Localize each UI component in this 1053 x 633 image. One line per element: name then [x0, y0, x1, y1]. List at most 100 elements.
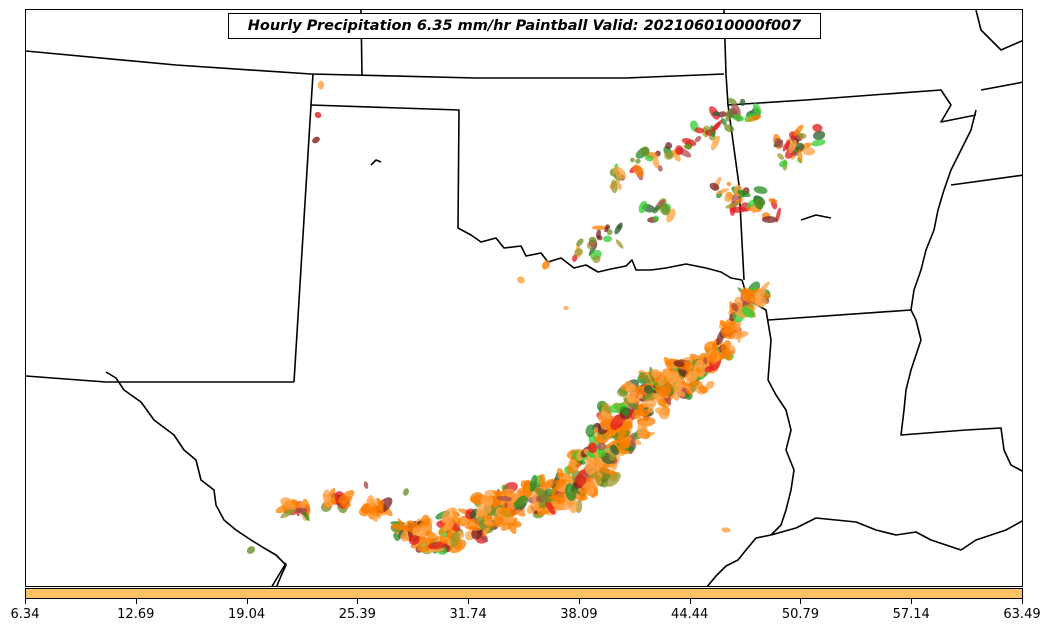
precip-blob: [314, 111, 322, 119]
precip-blob: [752, 103, 762, 116]
colorbar-tick: [578, 599, 580, 604]
precip-blob: [554, 492, 567, 505]
mo-ar-border: [727, 89, 977, 123]
precip-blob: [600, 418, 611, 428]
precip-blob: [510, 492, 520, 503]
precip-blob: [480, 535, 488, 543]
precip-blob: [317, 80, 325, 90]
precip-blob: [588, 236, 597, 244]
tx-la-border: [767, 379, 795, 536]
colorbar-tick: [468, 599, 470, 604]
precip-blob: [585, 424, 596, 438]
precip-blob: [740, 289, 756, 304]
precip-blob: [681, 138, 697, 147]
precip-blob: [565, 483, 577, 501]
precip-blob: [526, 502, 538, 515]
precip-blob: [614, 222, 623, 235]
precip-blob: [617, 183, 622, 191]
precip-blob: [719, 348, 730, 360]
precip-blob: [664, 151, 674, 160]
precip-blob: [665, 142, 673, 150]
colorbar: [25, 588, 1023, 599]
ne-corner-border: [975, 10, 1022, 51]
colorbar-tick-label: 38.09: [560, 607, 598, 622]
colorbar-tick: [800, 599, 802, 604]
precip-blob: [626, 395, 635, 403]
colorbar-tick-label: 12.69: [117, 607, 155, 622]
precip-blob: [695, 367, 702, 374]
precip-blob: [657, 165, 663, 172]
colorbar-tick-label: 31.74: [449, 607, 487, 622]
precip-blob: [600, 463, 611, 469]
precip-blob: [450, 531, 460, 548]
colorbar-tick-label: 6.34: [10, 607, 40, 622]
precip-blob: [705, 380, 715, 390]
precip-blob: [747, 114, 762, 122]
precip-blob: [716, 188, 730, 195]
precip-blob: [496, 495, 513, 502]
precip-blob: [726, 181, 732, 187]
precip-blob: [622, 420, 633, 428]
precip-blob: [651, 368, 660, 379]
precip-blob: [593, 486, 599, 495]
precip-blob: [592, 255, 601, 264]
precip-blob: [338, 490, 355, 504]
colorbar-tick-label: 57.14: [892, 607, 930, 622]
precip-blob: [802, 147, 816, 156]
precip-blob: [323, 499, 332, 508]
precip-blob: [728, 98, 738, 106]
precip-blob: [782, 139, 791, 152]
precip-blob: [761, 216, 778, 223]
mo-west-border: [723, 10, 745, 281]
colorbar-tick-label: 19.04: [227, 607, 266, 622]
precip-blob: [673, 360, 685, 368]
precip-blob: [498, 507, 517, 517]
precip-blob: [596, 457, 603, 471]
precip-blob: [312, 136, 320, 144]
colorbar-tick-label: 63.49: [1003, 607, 1041, 622]
map-title: Hourly Precipitation 6.35 mm/hr Paintbal…: [228, 13, 821, 39]
tx-panhandle-south: [26, 375, 294, 383]
precip-blob: [731, 302, 739, 312]
precip-blob: [811, 139, 826, 147]
precip-blob: [676, 389, 686, 397]
precip-blob: [664, 356, 673, 372]
colorbar-tick-label: 50.79: [781, 607, 820, 622]
precip-blob: [557, 472, 575, 484]
precip-blob: [369, 505, 380, 514]
precip-blob: [683, 143, 693, 149]
precip-blob: [572, 254, 578, 262]
precip-blob: [390, 523, 407, 530]
precip-blob: [598, 467, 617, 475]
precip-blob: [553, 480, 566, 490]
precip-blob: [713, 119, 723, 131]
precip-blob: [529, 474, 538, 492]
colorbar-tick-label: 25.39: [338, 607, 376, 622]
precip-blob: [654, 407, 669, 416]
map-panel: [25, 9, 1023, 587]
precip-blob: [710, 135, 720, 151]
precip-blob: [793, 124, 804, 137]
precip-blob: [298, 501, 307, 509]
precip-blob: [724, 124, 735, 133]
precip-blob: [602, 235, 613, 243]
precip-blob: [797, 149, 803, 163]
precip-blob: [535, 487, 551, 504]
precip-blob: [617, 437, 631, 451]
ok-panhandle: [310, 104, 743, 281]
precip-blob: [790, 151, 799, 157]
gulf-coast-tx: [706, 534, 772, 586]
precip-blob: [610, 179, 618, 194]
map-canvas: [26, 10, 1022, 586]
precip-blob: [578, 487, 588, 502]
precip-blob: [640, 146, 650, 157]
precip-blob: [467, 518, 479, 531]
precip-blob: [483, 495, 493, 507]
ar-south-border: [767, 309, 912, 321]
tx-west-tip: [271, 562, 287, 586]
precip-blob: [408, 535, 420, 545]
la-coast: [770, 517, 1022, 551]
ks-ok-top-border: [26, 50, 725, 79]
precip-blob: [443, 518, 456, 532]
precip-blob: [725, 202, 740, 209]
